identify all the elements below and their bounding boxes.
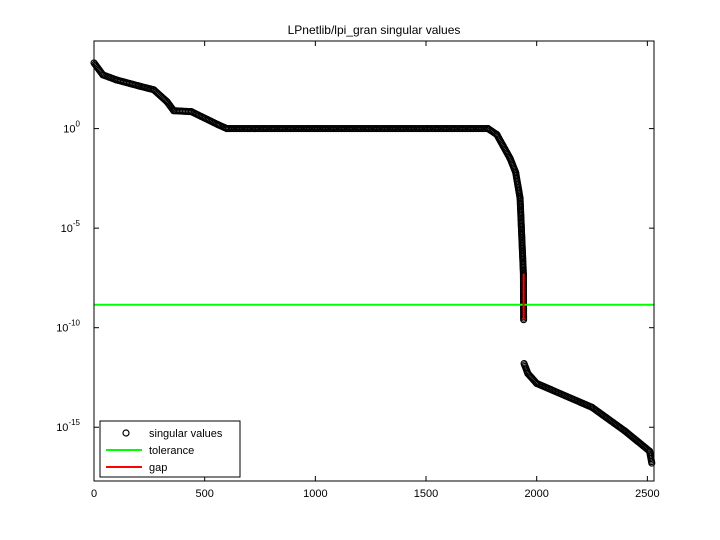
legend: singular values tolerance gap (99, 420, 241, 478)
plot-area (94, 41, 654, 481)
legend-label: singular values (149, 428, 223, 440)
x-tick-label: 2000 (524, 488, 548, 500)
y-tick-base: 10 (61, 223, 73, 235)
chart-title: LPnetlib/lpi_gran singular values (288, 23, 461, 37)
y-tick-base: 10 (56, 422, 68, 434)
x-tick-label: 2500 (635, 488, 659, 500)
y-tick-label: 10-15 (56, 418, 80, 434)
series-layer (90, 59, 656, 467)
y-tick-exponent: -5 (73, 219, 81, 228)
x-tick-label: 0 (91, 488, 97, 500)
legend-label: gap (149, 462, 167, 474)
plot-frame (93, 40, 655, 482)
y-tick-label: 100 (63, 120, 80, 136)
y-tick-base: 10 (56, 323, 68, 335)
data-point (648, 459, 656, 467)
y-tick-label: 10-10 (56, 319, 80, 335)
x-tick-label: 1500 (414, 488, 438, 500)
x-tick-label: 1000 (303, 488, 327, 500)
y-tick-base: 10 (63, 124, 75, 136)
y-tick-exponent: -10 (68, 319, 80, 328)
singular-values-series (90, 59, 656, 467)
y-tick-label: 10-5 (61, 219, 81, 235)
legend-label: tolerance (149, 445, 194, 457)
x-tick-label: 500 (195, 488, 213, 500)
y-tick-exponent: 0 (76, 120, 81, 129)
legend-marker (122, 429, 130, 437)
y-tick-exponent: -15 (68, 418, 80, 427)
